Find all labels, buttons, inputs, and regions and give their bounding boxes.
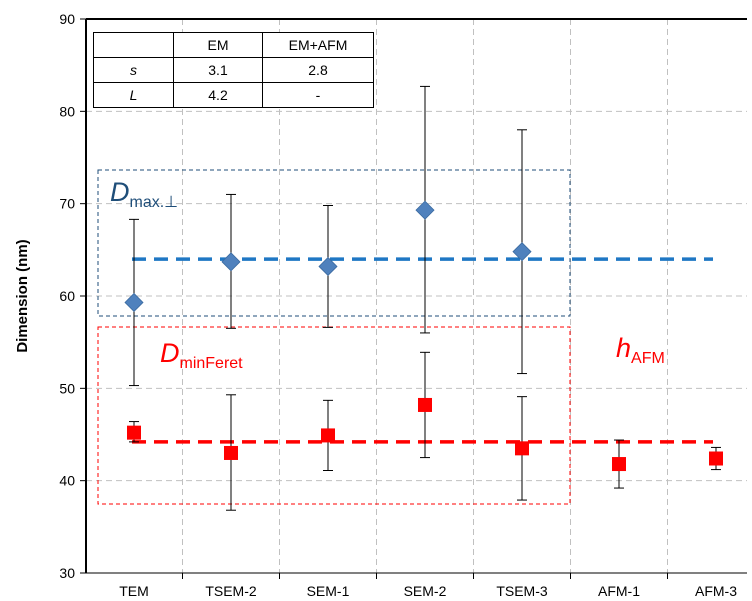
data-point-dmin xyxy=(321,428,335,443)
annotation-dmax: Dmax.⊥ xyxy=(110,177,178,211)
x-tick-label: SEM-2 xyxy=(404,583,447,599)
stats-table-cell: 2.8 xyxy=(262,57,374,83)
data-marks xyxy=(124,85,723,511)
stats-table-row: s 3.1 2.8 xyxy=(93,57,374,83)
y-tick-label: 50 xyxy=(59,380,75,396)
y-tick-label: 40 xyxy=(59,473,75,489)
y-axis-ticks: 30 40 50 60 70 80 90 xyxy=(59,11,86,581)
stats-table-cell: s xyxy=(93,57,174,83)
x-axis-ticks: TEM TSEM-2 SEM-1 SEM-2 TSEM-3 AFM-1 AFM-3 xyxy=(119,583,737,599)
x-tick-label: AFM-1 xyxy=(598,583,640,599)
data-point-dmax xyxy=(221,252,241,272)
annotation-dmax-sub: max.⊥ xyxy=(130,194,179,211)
annotation-dmin-sub: minFeret xyxy=(180,355,244,372)
stats-table-cell: 3.1 xyxy=(173,57,263,83)
data-point-dmax xyxy=(318,256,338,277)
y-tick-label: 90 xyxy=(59,11,75,27)
y-tick-label: 60 xyxy=(59,288,75,304)
data-point-dmin xyxy=(515,441,529,456)
data-point-dmax xyxy=(415,200,435,220)
stats-table-cell: 4.2 xyxy=(173,82,263,108)
stats-table-cell: EM+AFM xyxy=(262,32,374,58)
annotation-dmin-main: D xyxy=(160,338,180,368)
data-point-dmin xyxy=(127,425,141,440)
data-point-dmin xyxy=(224,445,238,460)
data-point-dmax xyxy=(512,242,532,262)
y-tick-label: 80 xyxy=(59,103,75,119)
annotation-hafm-main: h xyxy=(616,333,631,363)
x-tick-label: TEM xyxy=(119,583,149,599)
horizontal-gridlines xyxy=(86,110,747,482)
data-point-dmax xyxy=(124,292,144,313)
x-tick-label: AFM-3 xyxy=(695,583,737,599)
annotation-dmax-main: D xyxy=(110,177,130,207)
stats-table-cell: - xyxy=(262,82,374,108)
x-tick-label: TSEM-2 xyxy=(205,583,257,599)
y-tick-label: 30 xyxy=(59,565,75,581)
y-tick-label: 70 xyxy=(59,196,75,212)
annotation-hafm-sub: AFM xyxy=(631,350,665,367)
data-point-dmin xyxy=(418,397,432,412)
stats-table-cell xyxy=(93,32,174,58)
data-point-dmin xyxy=(612,457,626,472)
stats-table-row: L 4.2 - xyxy=(93,82,374,108)
stats-table-cell: EM xyxy=(173,32,263,58)
dmin-group-box xyxy=(97,326,571,505)
stats-table: EM EM+AFM s 3.1 2.8 L 4.2 - xyxy=(93,32,374,108)
stats-table-header-row: EM EM+AFM xyxy=(93,32,374,58)
x-tick-label: SEM-1 xyxy=(307,583,350,599)
annotation-hafm: hAFM xyxy=(616,333,665,367)
dmax-group-box xyxy=(97,169,571,317)
data-point-dmin xyxy=(709,451,723,466)
x-tick-label: TSEM-3 xyxy=(496,583,548,599)
y-axis-label: Dimension (nm) xyxy=(14,239,31,352)
stats-table-cell: L xyxy=(93,82,174,108)
annotation-dmin: DminFeret xyxy=(160,338,243,372)
